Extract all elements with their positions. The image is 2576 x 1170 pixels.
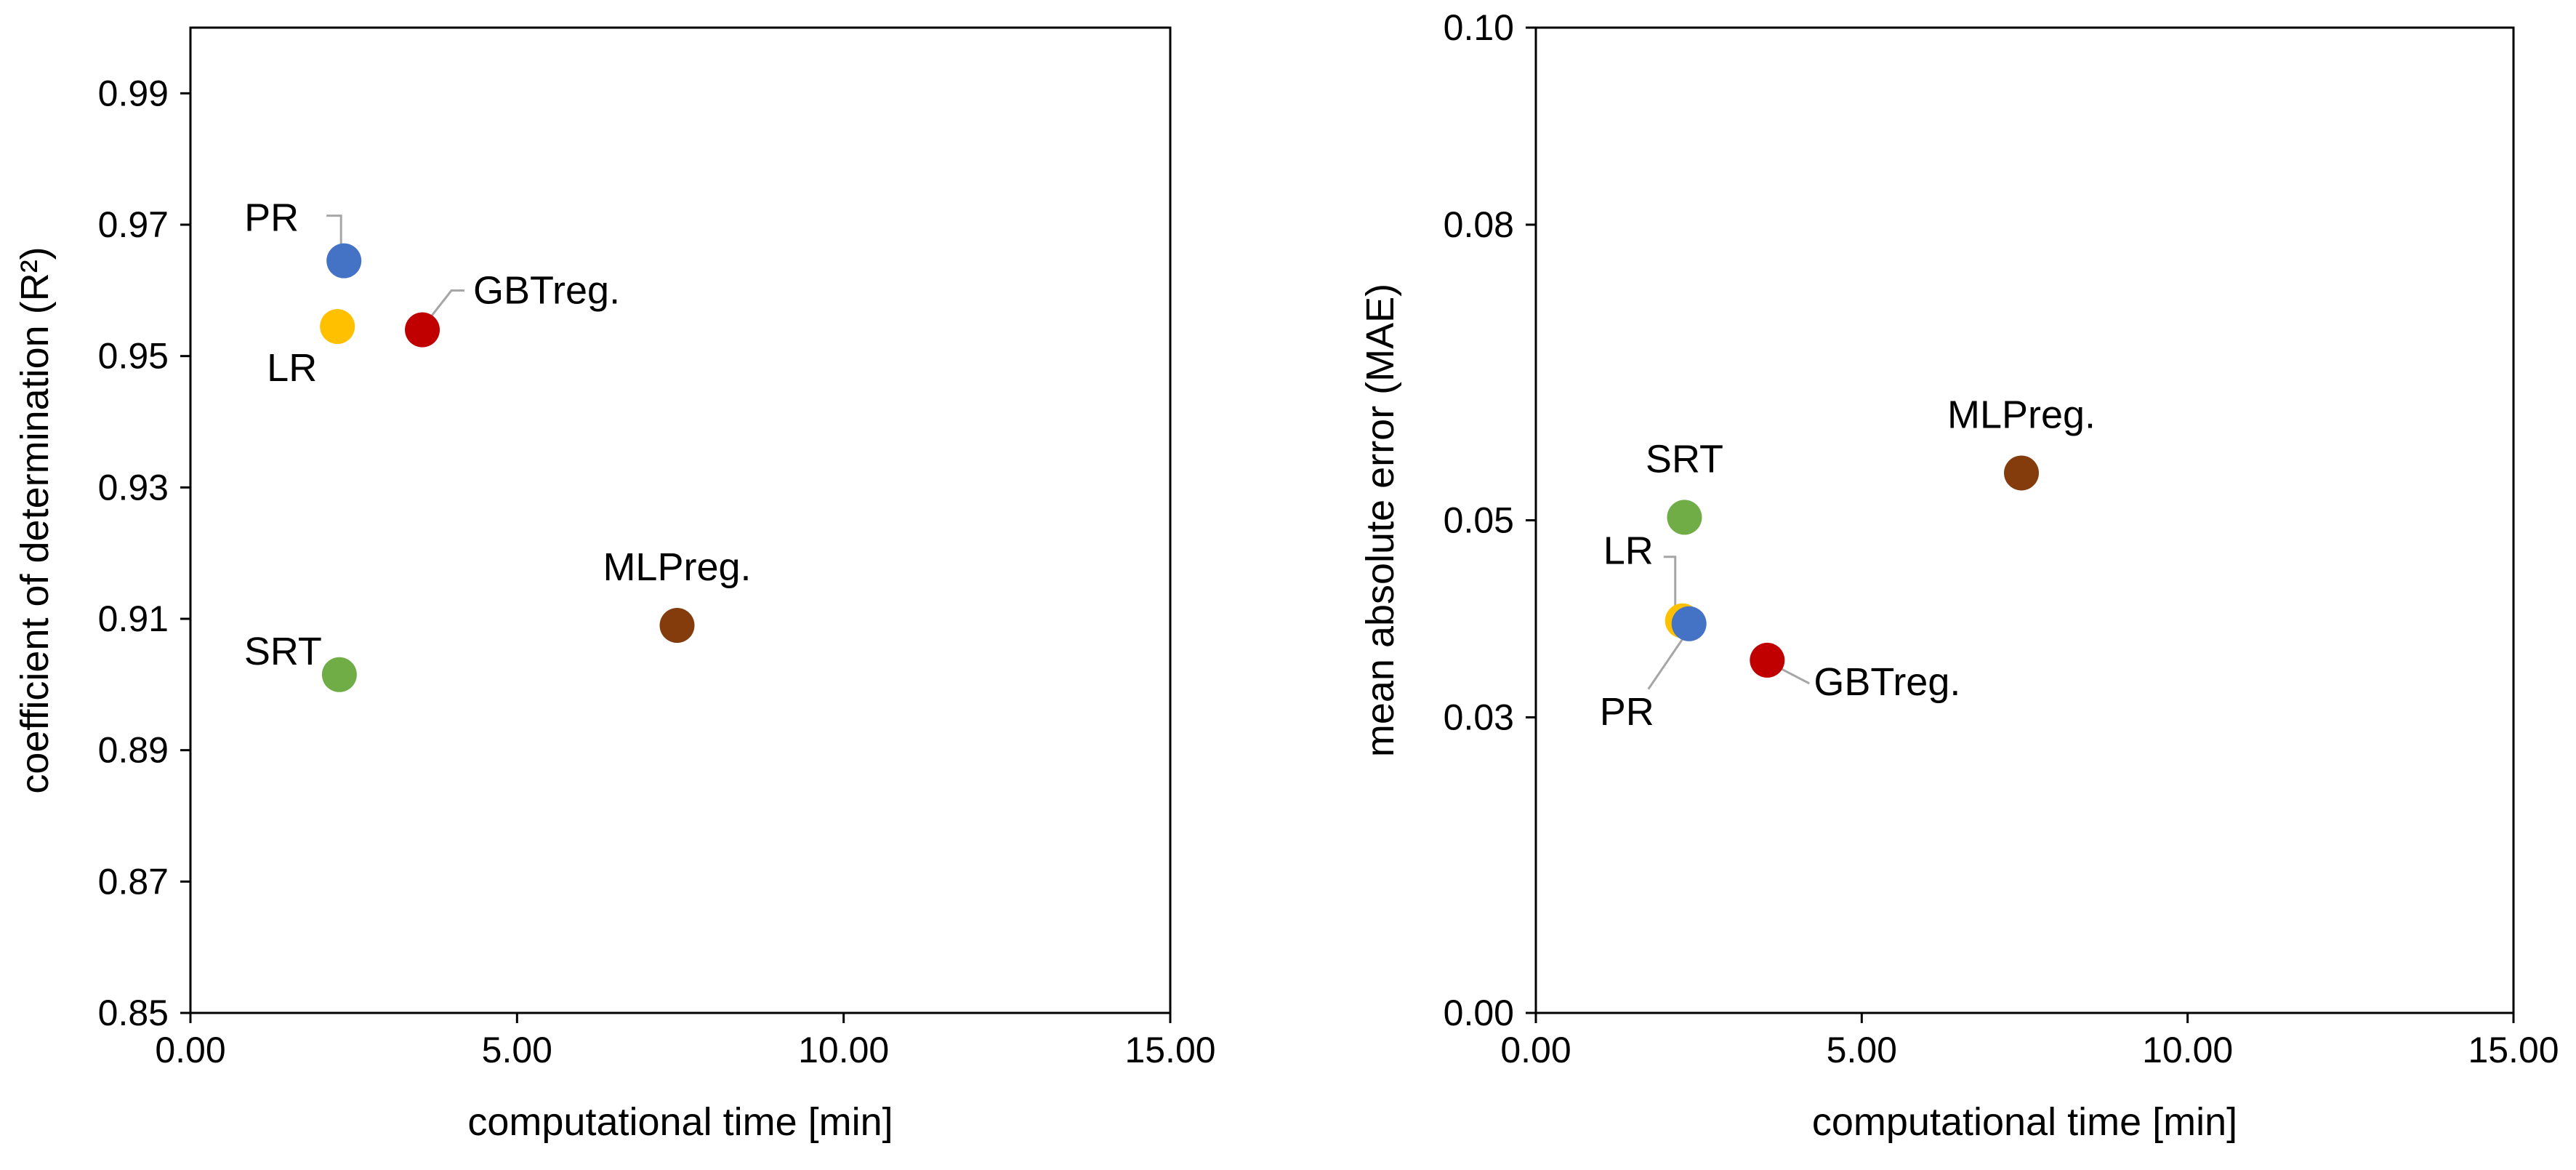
y-axis-title: mean absolute error (MAE) [1359, 284, 1402, 757]
y-tick-label: 0.10 [1444, 7, 1514, 48]
y-tick-label: 0.87 [98, 861, 169, 902]
y-axis-title: coefficient of determination (R²) [13, 247, 57, 793]
x-axis-title: computational time [min] [467, 1100, 893, 1144]
point-label-srt: SRT [244, 630, 322, 673]
leader-line-gbtreg [424, 289, 465, 325]
point-srt [321, 657, 357, 692]
y-tick-label: 0.00 [1444, 993, 1514, 1033]
y-tick-label: 0.08 [1444, 204, 1514, 245]
point-lr [320, 309, 355, 345]
point-label-gbtreg: GBTreg. [1814, 660, 1960, 704]
point-gbtreg [1750, 642, 1785, 678]
point-label-mlpreg: MLPreg. [603, 545, 751, 589]
y-tick-label: 0.97 [98, 204, 169, 245]
x-tick-label: 15.00 [2468, 1030, 2559, 1070]
leader-line-lr [1663, 556, 1677, 608]
y-tick-label: 0.85 [98, 993, 169, 1033]
x-tick-label: 10.00 [2142, 1030, 2233, 1070]
point-label-lr: LR [1603, 529, 1654, 573]
x-tick-label: 5.00 [1827, 1030, 1897, 1070]
point-label-gbtreg: GBTreg. [473, 269, 620, 313]
y-tick-label: 0.93 [98, 467, 169, 508]
y-tick-label: 0.91 [98, 598, 169, 639]
point-pr [326, 243, 362, 279]
x-tick-label: 15.00 [1124, 1030, 1215, 1070]
point-mlpreg [659, 608, 695, 644]
point-pr [1671, 606, 1707, 641]
point-label-srt: SRT [1646, 437, 1723, 481]
point-label-mlpreg: MLPreg. [1947, 393, 2096, 436]
chart-2: 0.00 5.00 10.00 15.00 0.00 0.03 0.05 0.08 0.10 co… [1359, 7, 2559, 1144]
x-axis-title: computational time [min] [1812, 1100, 2237, 1144]
y-tick-label: 0.99 [98, 73, 169, 113]
y-tick-label: 0.03 [1444, 697, 1514, 738]
y-tick-label: 0.89 [98, 730, 169, 771]
x-tick-label: 0.00 [1500, 1030, 1571, 1070]
chart-1: 0.00 5.00 10.00 15.00 0.85 0.87 0.89 0.91 0.93 0.… [13, 26, 1216, 1144]
point-srt [1667, 500, 1702, 535]
x-tick-label: 5.00 [482, 1030, 552, 1070]
y-tick-label: 0.05 [1444, 500, 1514, 541]
point-label-pr: PR [1600, 690, 1654, 734]
point-label-pr: PR [244, 196, 299, 240]
plot-frame [189, 26, 1172, 1014]
point-mlpreg [2004, 455, 2040, 491]
point-gbtreg [405, 312, 440, 348]
x-tick-label: 0.00 [155, 1030, 225, 1070]
y-tick-label: 0.95 [98, 336, 169, 377]
point-label-lr: LR [267, 346, 317, 390]
x-tick-label: 10.00 [798, 1030, 889, 1070]
leader-line-pr [326, 215, 342, 252]
